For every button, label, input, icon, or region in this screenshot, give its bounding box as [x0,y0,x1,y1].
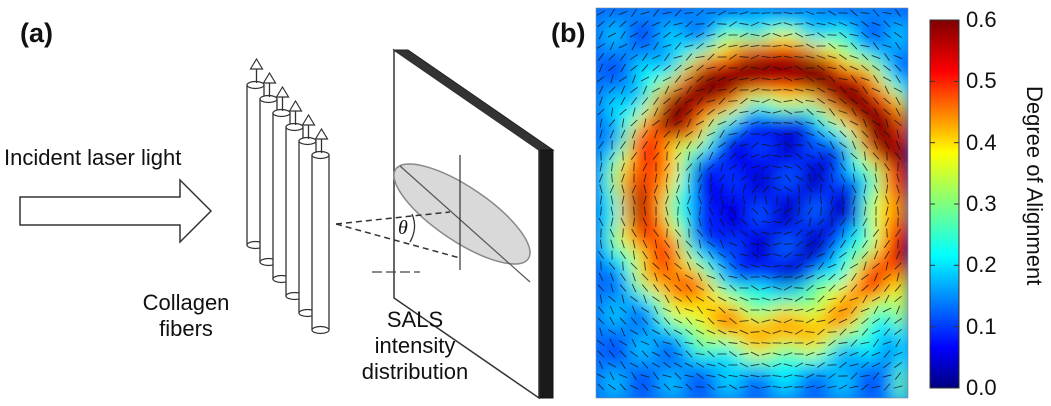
colorbar-tick-label: 0.6 [966,7,997,32]
collagen-label-line1: Collagen [142,290,230,315]
colorbar-tick-label: 0.4 [966,129,997,155]
incident-light-label: Incident laser light [4,145,182,170]
beam-line-lower [335,223,461,259]
sals-label: SALS intensity distribution [340,307,490,385]
colorbar-tick-label: 0.0 [966,375,997,400]
incident-arrow [19,178,213,244]
angle-arc [409,213,416,243]
colorbar-tick-label: 0.5 [966,68,997,94]
collagen-label: Collagen fibers [126,290,246,342]
colorbar-title: Degree of Alignment [1022,86,1047,286]
collagen-fibers [246,57,330,335]
map-frame [595,7,909,399]
colorbar-tick-label: 0.3 [966,191,997,216]
collagen-fiber [311,127,330,335]
sals-label-line1: SALS [386,307,444,332]
sals-label-line3: distribution [361,359,469,384]
ellipse-major-axis [399,165,531,283]
panel-a-label: (a) [20,18,53,48]
panel-b-label: (b) [551,18,586,48]
sals-label-line2: intensity [374,333,456,358]
colorbar-tick-label: 0.2 [966,252,997,278]
colorbar-tick-label: 0.1 [966,313,997,339]
collagen-label-line2: fibers [159,316,213,341]
sals-ellipse [393,163,531,265]
beam-line-upper [335,211,451,225]
theta-symbol: θ [398,217,408,239]
colorbar-ticks [930,19,959,389]
